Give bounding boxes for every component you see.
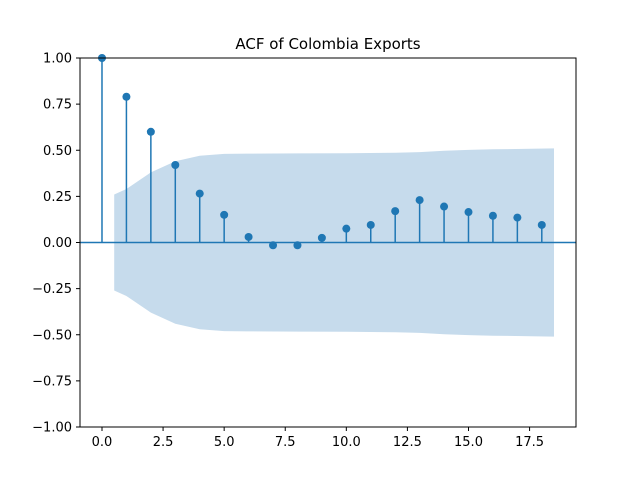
y-tick-label: −0.25 [32, 282, 72, 297]
x-tick-label: 0.0 [92, 435, 113, 450]
acf-marker-lag-4 [195, 189, 204, 198]
x-tick-label: 15.0 [454, 435, 483, 450]
x-tick-label: 2.5 [153, 435, 174, 450]
y-tick-label: 0.50 [43, 144, 72, 159]
acf-marker-lag-15 [464, 208, 473, 217]
y-tick-label: 1.00 [43, 52, 72, 67]
acf-marker-lag-18 [537, 220, 546, 229]
acf-marker-lag-11 [366, 220, 375, 229]
axes-layer: 0.0 2.5 5.0 7.5 10.0 12.5 15.0 17.5 1.00 0.75 0.50… [32, 52, 577, 450]
acf-marker-lag-14 [440, 202, 449, 211]
acf-marker-lag-5 [220, 210, 229, 219]
acf-marker-lag-17 [513, 213, 522, 222]
x-tick-label: 7.5 [275, 435, 296, 450]
x-tick-label: 10.0 [332, 435, 361, 450]
y-tick-label: 0.25 [43, 190, 72, 205]
y-tick-label: −0.75 [32, 374, 72, 389]
x-tick-label: 12.5 [393, 435, 422, 450]
acf-marker-lag-2 [146, 127, 155, 136]
acf-marker-lag-9 [317, 233, 326, 242]
y-tick-label: 0.75 [43, 98, 72, 113]
x-tick-label: 17.5 [515, 435, 544, 450]
y-tick-label: −0.50 [32, 328, 72, 343]
acf-marker-lag-16 [488, 211, 497, 220]
acf-marker-lag-8 [293, 241, 302, 250]
stem-layer [97, 54, 546, 250]
acf-marker-lag-10 [342, 224, 351, 233]
acf-marker-lag-7 [269, 241, 278, 250]
y-tick-label: −1.00 [32, 421, 72, 436]
acf-marker-lag-1 [122, 92, 131, 101]
acf-marker-lag-13 [415, 196, 424, 205]
x-tick-label: 5.0 [214, 435, 235, 450]
chart-title: ACF of Colombia Exports [235, 35, 420, 53]
acf-marker-lag-12 [391, 207, 400, 216]
y-tick-label: 0.00 [43, 236, 72, 251]
acf-marker-lag-3 [171, 161, 180, 170]
acf-marker-lag-6 [244, 232, 253, 241]
